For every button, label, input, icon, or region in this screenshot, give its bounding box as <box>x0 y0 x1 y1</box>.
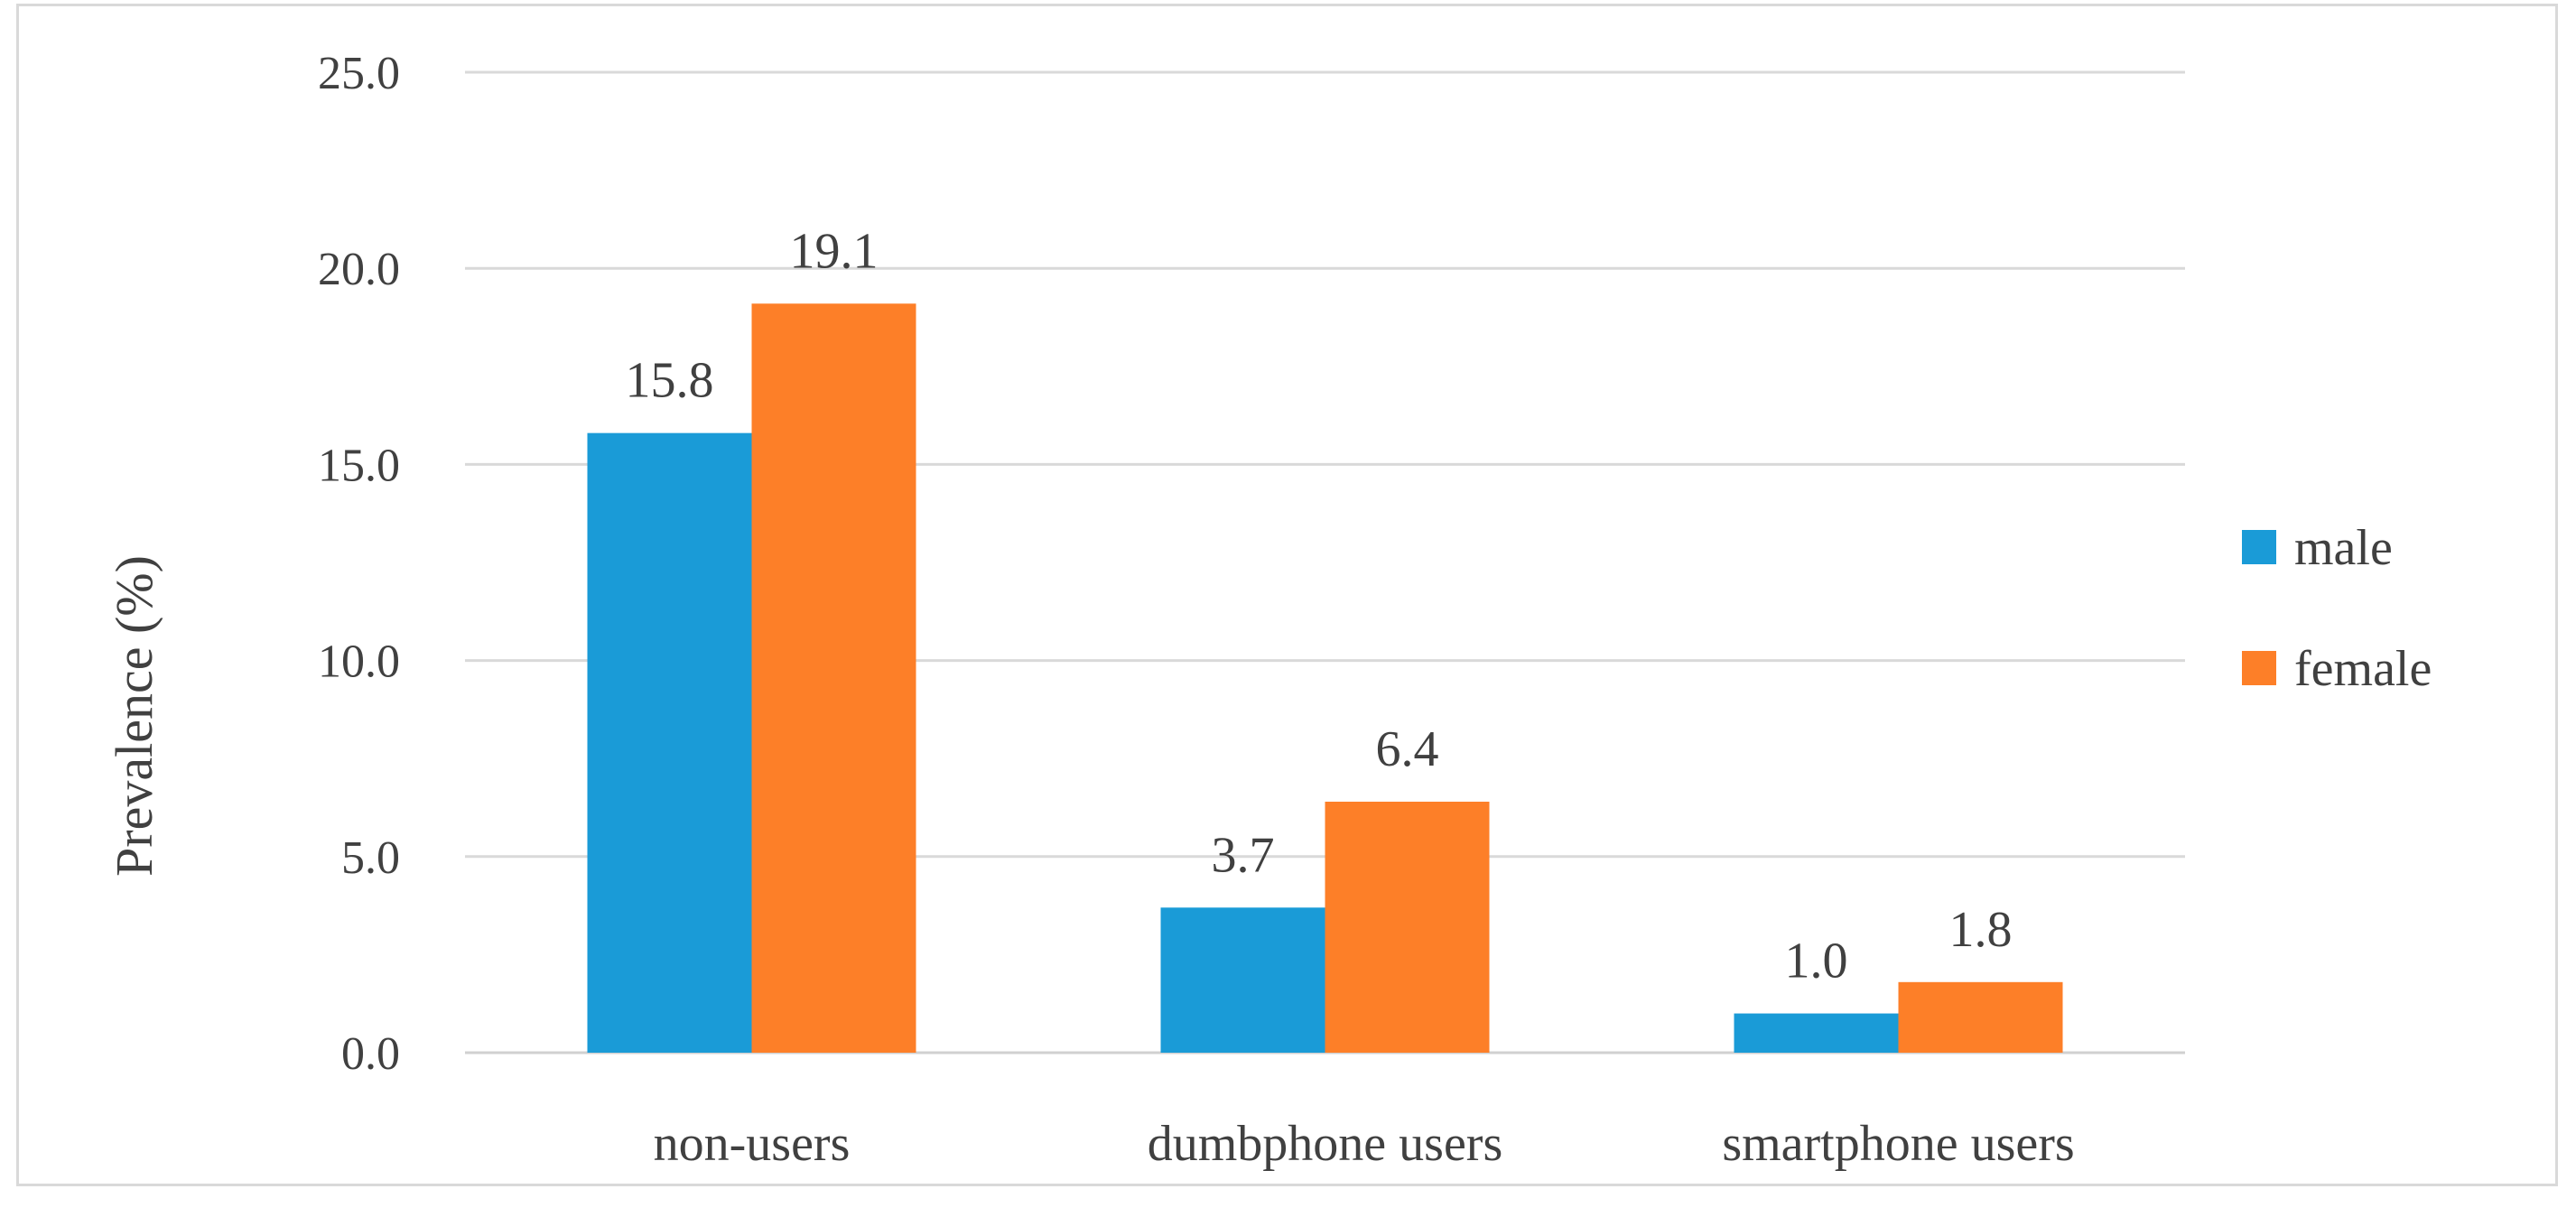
x-category-label: dumbphone users <box>1148 1116 1503 1172</box>
y-tick-label: 5.0 <box>341 832 400 884</box>
legend: male female <box>2242 520 2432 697</box>
data-label-female: 1.8 <box>1949 902 2013 958</box>
x-category-label: smartphone users <box>1722 1116 2074 1172</box>
bar-female <box>1325 801 1490 1053</box>
bar-male <box>1160 907 1325 1053</box>
y-tick-label: 20.0 <box>318 244 400 295</box>
data-label-female: 19.1 <box>790 223 879 279</box>
data-label-male: 15.8 <box>626 353 714 409</box>
x-axis-categories: non-users dumbphone users smartphone users <box>654 1116 2075 1172</box>
y-tick-label: 15.0 <box>318 440 400 491</box>
data-label-male: 3.7 <box>1212 827 1275 883</box>
legend-swatch-male <box>2242 530 2276 564</box>
bar-male <box>587 432 752 1053</box>
bars <box>587 303 2063 1053</box>
legend-label-female: female <box>2294 641 2432 697</box>
bar-female <box>1898 981 2063 1053</box>
data-label-male: 1.0 <box>1785 934 1848 989</box>
legend-label-male: male <box>2294 520 2393 576</box>
legend-swatch-female <box>2242 651 2276 685</box>
y-tick-label: 10.0 <box>318 636 400 688</box>
y-tick-label: 25.0 <box>318 48 400 99</box>
data-label-female: 6.4 <box>1376 721 1439 777</box>
y-axis-title: Prevalence (%) <box>105 555 163 877</box>
x-category-label: non-users <box>654 1116 851 1172</box>
data-labels: 15.8 19.1 3.7 6.4 1.0 1.8 <box>626 223 2013 989</box>
bar-male <box>1734 1013 1899 1053</box>
y-axis-ticks: 0.0 5.0 10.0 15.0 20.0 25.0 <box>318 48 400 1080</box>
y-tick-label: 0.0 <box>341 1028 400 1080</box>
bar-female <box>751 303 916 1053</box>
